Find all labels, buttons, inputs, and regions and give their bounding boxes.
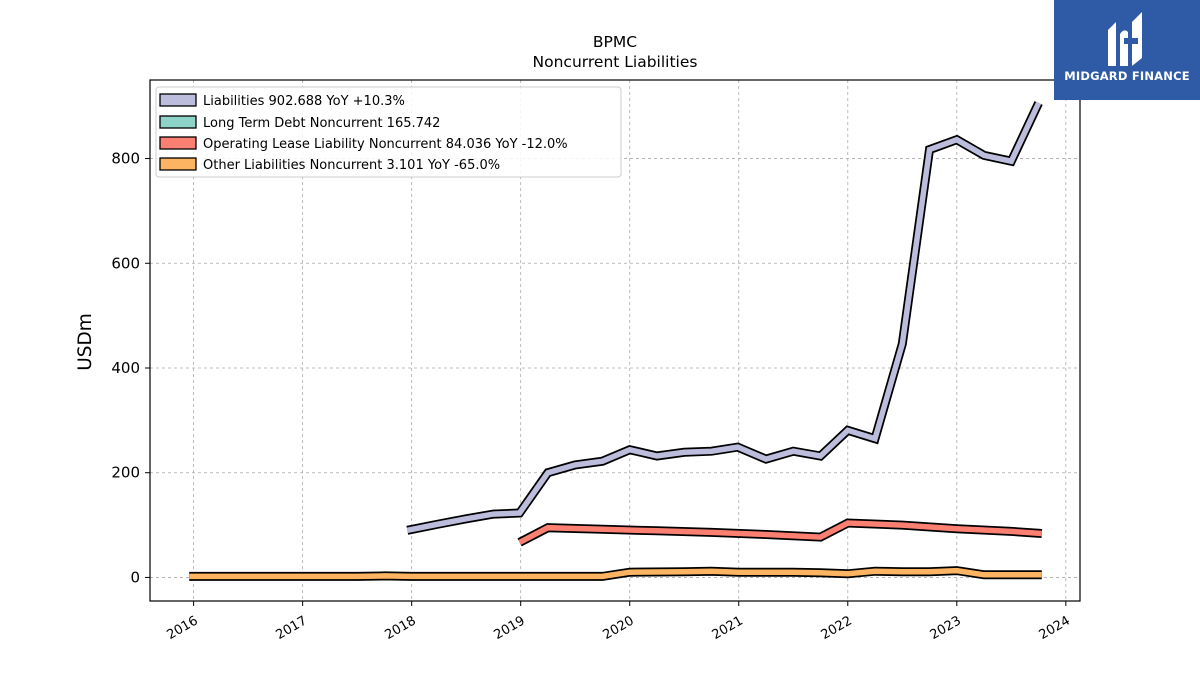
data-point-other-liabilities-noncurrent bbox=[956, 570, 957, 571]
data-point-liabilities bbox=[737, 447, 738, 448]
y-axis-ticks: 0 200 400 600 800 bbox=[111, 150, 150, 586]
data-point-liabilities bbox=[466, 518, 467, 519]
data-point-other-liabilities-noncurrent bbox=[1011, 574, 1012, 575]
x-tick-label: 2019 bbox=[492, 613, 528, 643]
plot-area-frame bbox=[149, 79, 1081, 602]
chart-title: BPMC bbox=[593, 33, 637, 51]
logo-text: MIDGARD FINANCE bbox=[1064, 69, 1190, 83]
data-point-operating-lease-liability-noncurrent bbox=[902, 525, 903, 526]
series-line-operating-lease-liability-noncurrent bbox=[518, 520, 1042, 545]
x-tick-label: 2021 bbox=[710, 613, 746, 643]
y-tick-label: 200 bbox=[111, 464, 140, 482]
data-point-operating-lease-liability-noncurrent bbox=[711, 532, 712, 533]
data-point-other-liabilities-noncurrent bbox=[466, 576, 467, 577]
data-point-other-liabilities-noncurrent bbox=[384, 575, 385, 576]
x-tick-label: 2017 bbox=[273, 613, 309, 643]
data-point-other-liabilities-noncurrent bbox=[684, 571, 685, 572]
data-point-other-liabilities-noncurrent bbox=[189, 576, 190, 577]
x-tick-label: 2023 bbox=[928, 613, 964, 643]
data-point-operating-lease-liability-noncurrent bbox=[820, 537, 821, 538]
data-point-other-liabilities-noncurrent bbox=[875, 571, 876, 572]
data-point-operating-lease-liability-noncurrent bbox=[1041, 533, 1042, 534]
data-point-operating-lease-liability-noncurrent bbox=[956, 528, 957, 529]
data-point-other-liabilities-noncurrent bbox=[738, 572, 739, 573]
data-point-other-liabilities-noncurrent bbox=[1041, 574, 1042, 575]
legend-swatch-other-liabilities bbox=[159, 157, 197, 171]
data-point-liabilities bbox=[684, 452, 685, 453]
data-point-other-liabilities-noncurrent bbox=[575, 576, 576, 577]
data-point-other-liabilities-noncurrent bbox=[793, 572, 794, 573]
data-point-liabilities bbox=[1011, 161, 1012, 162]
legend-swatch-operating-lease bbox=[159, 136, 197, 150]
data-point-liabilities bbox=[984, 155, 985, 156]
x-tick-label: 2022 bbox=[819, 613, 855, 643]
data-point-other-liabilities-noncurrent bbox=[248, 576, 249, 577]
data-point-liabilities bbox=[493, 514, 494, 515]
legend-swatch-liabilities bbox=[159, 93, 197, 107]
x-tick-label: 2020 bbox=[601, 613, 637, 643]
data-point-liabilities bbox=[575, 464, 576, 465]
data-point-operating-lease-liability-noncurrent bbox=[657, 530, 658, 531]
data-point-liabilities bbox=[1038, 103, 1039, 104]
data-point-liabilities bbox=[820, 456, 821, 457]
data-point-other-liabilities-noncurrent bbox=[929, 571, 930, 572]
x-tick-label: 2016 bbox=[164, 613, 200, 643]
data-point-liabilities bbox=[902, 343, 903, 344]
data-point-operating-lease-liability-noncurrent bbox=[519, 542, 520, 543]
data-point-other-liabilities-noncurrent bbox=[902, 571, 903, 572]
data-point-liabilities bbox=[629, 449, 630, 450]
data-point-liabilities bbox=[519, 513, 520, 514]
series-line-other-liabilities-noncurrent bbox=[189, 567, 1042, 580]
midgard-finance-logo: MIDGARD FINANCE bbox=[1054, 0, 1200, 100]
legend-label-other-liabilities: Other Liabilities Noncurrent 3.101 YoY -… bbox=[203, 158, 500, 173]
legend-label-liabilities: Liabilities 902.688 YoY +10.3% bbox=[203, 94, 405, 109]
data-point-liabilities bbox=[766, 459, 767, 460]
data-point-liabilities bbox=[875, 438, 876, 439]
data-point-liabilities bbox=[847, 430, 848, 431]
series-lines bbox=[189, 101, 1043, 581]
logo-mark-icon bbox=[1108, 12, 1142, 66]
data-point-other-liabilities-noncurrent bbox=[411, 576, 412, 577]
y-tick-label: 800 bbox=[111, 150, 140, 168]
data-point-liabilities bbox=[711, 451, 712, 452]
data-point-other-liabilities-noncurrent bbox=[519, 576, 520, 577]
data-point-liabilities bbox=[929, 149, 930, 150]
x-tick-label: 2024 bbox=[1037, 613, 1073, 643]
data-point-liabilities bbox=[657, 456, 658, 457]
data-point-liabilities bbox=[956, 139, 957, 140]
y-axis-label: USDm bbox=[75, 313, 96, 371]
data-point-operating-lease-liability-noncurrent bbox=[602, 529, 603, 530]
data-point-liabilities bbox=[602, 461, 603, 462]
data-point-operating-lease-liability-noncurrent bbox=[1011, 531, 1012, 532]
legend-swatch-long-term-debt bbox=[159, 115, 197, 129]
data-point-liabilities bbox=[547, 472, 548, 473]
data-point-other-liabilities-noncurrent bbox=[302, 576, 303, 577]
data-point-other-liabilities-noncurrent bbox=[602, 576, 603, 577]
data-point-liabilities bbox=[438, 524, 439, 525]
legend: Liabilities 902.688 YoY +10.3% Long Term… bbox=[155, 86, 622, 178]
data-point-liabilities bbox=[407, 530, 408, 531]
data-point-other-liabilities-noncurrent bbox=[357, 576, 358, 577]
data-point-operating-lease-liability-noncurrent bbox=[847, 523, 848, 524]
y-tick-label: 600 bbox=[111, 254, 140, 272]
legend-box bbox=[155, 86, 622, 178]
data-point-operating-lease-liability-noncurrent bbox=[766, 534, 767, 535]
data-point-operating-lease-liability-noncurrent bbox=[547, 527, 548, 528]
data-point-other-liabilities-noncurrent bbox=[984, 574, 985, 575]
data-point-other-liabilities-noncurrent bbox=[711, 571, 712, 572]
series-line-liabilities bbox=[406, 101, 1042, 533]
legend-label-operating-lease: Operating Lease Liability Noncurrent 84.… bbox=[203, 137, 568, 152]
data-point-other-liabilities-noncurrent bbox=[629, 572, 630, 573]
data-point-liabilities bbox=[793, 451, 794, 452]
data-point-other-liabilities-noncurrent bbox=[820, 572, 821, 573]
y-tick-label: 400 bbox=[111, 359, 140, 377]
y-tick-label: 0 bbox=[130, 568, 140, 586]
legend-label-long-term-debt: Long Term Debt Noncurrent 165.742 bbox=[203, 116, 440, 131]
x-tick-label: 2018 bbox=[383, 613, 419, 643]
chart-subtitle: Noncurrent Liabilities bbox=[533, 53, 698, 71]
x-axis-ticks: 2016 2017 2018 2019 2020 2021 2022 2023 2024 bbox=[164, 601, 1073, 643]
data-point-other-liabilities-noncurrent bbox=[847, 573, 848, 574]
